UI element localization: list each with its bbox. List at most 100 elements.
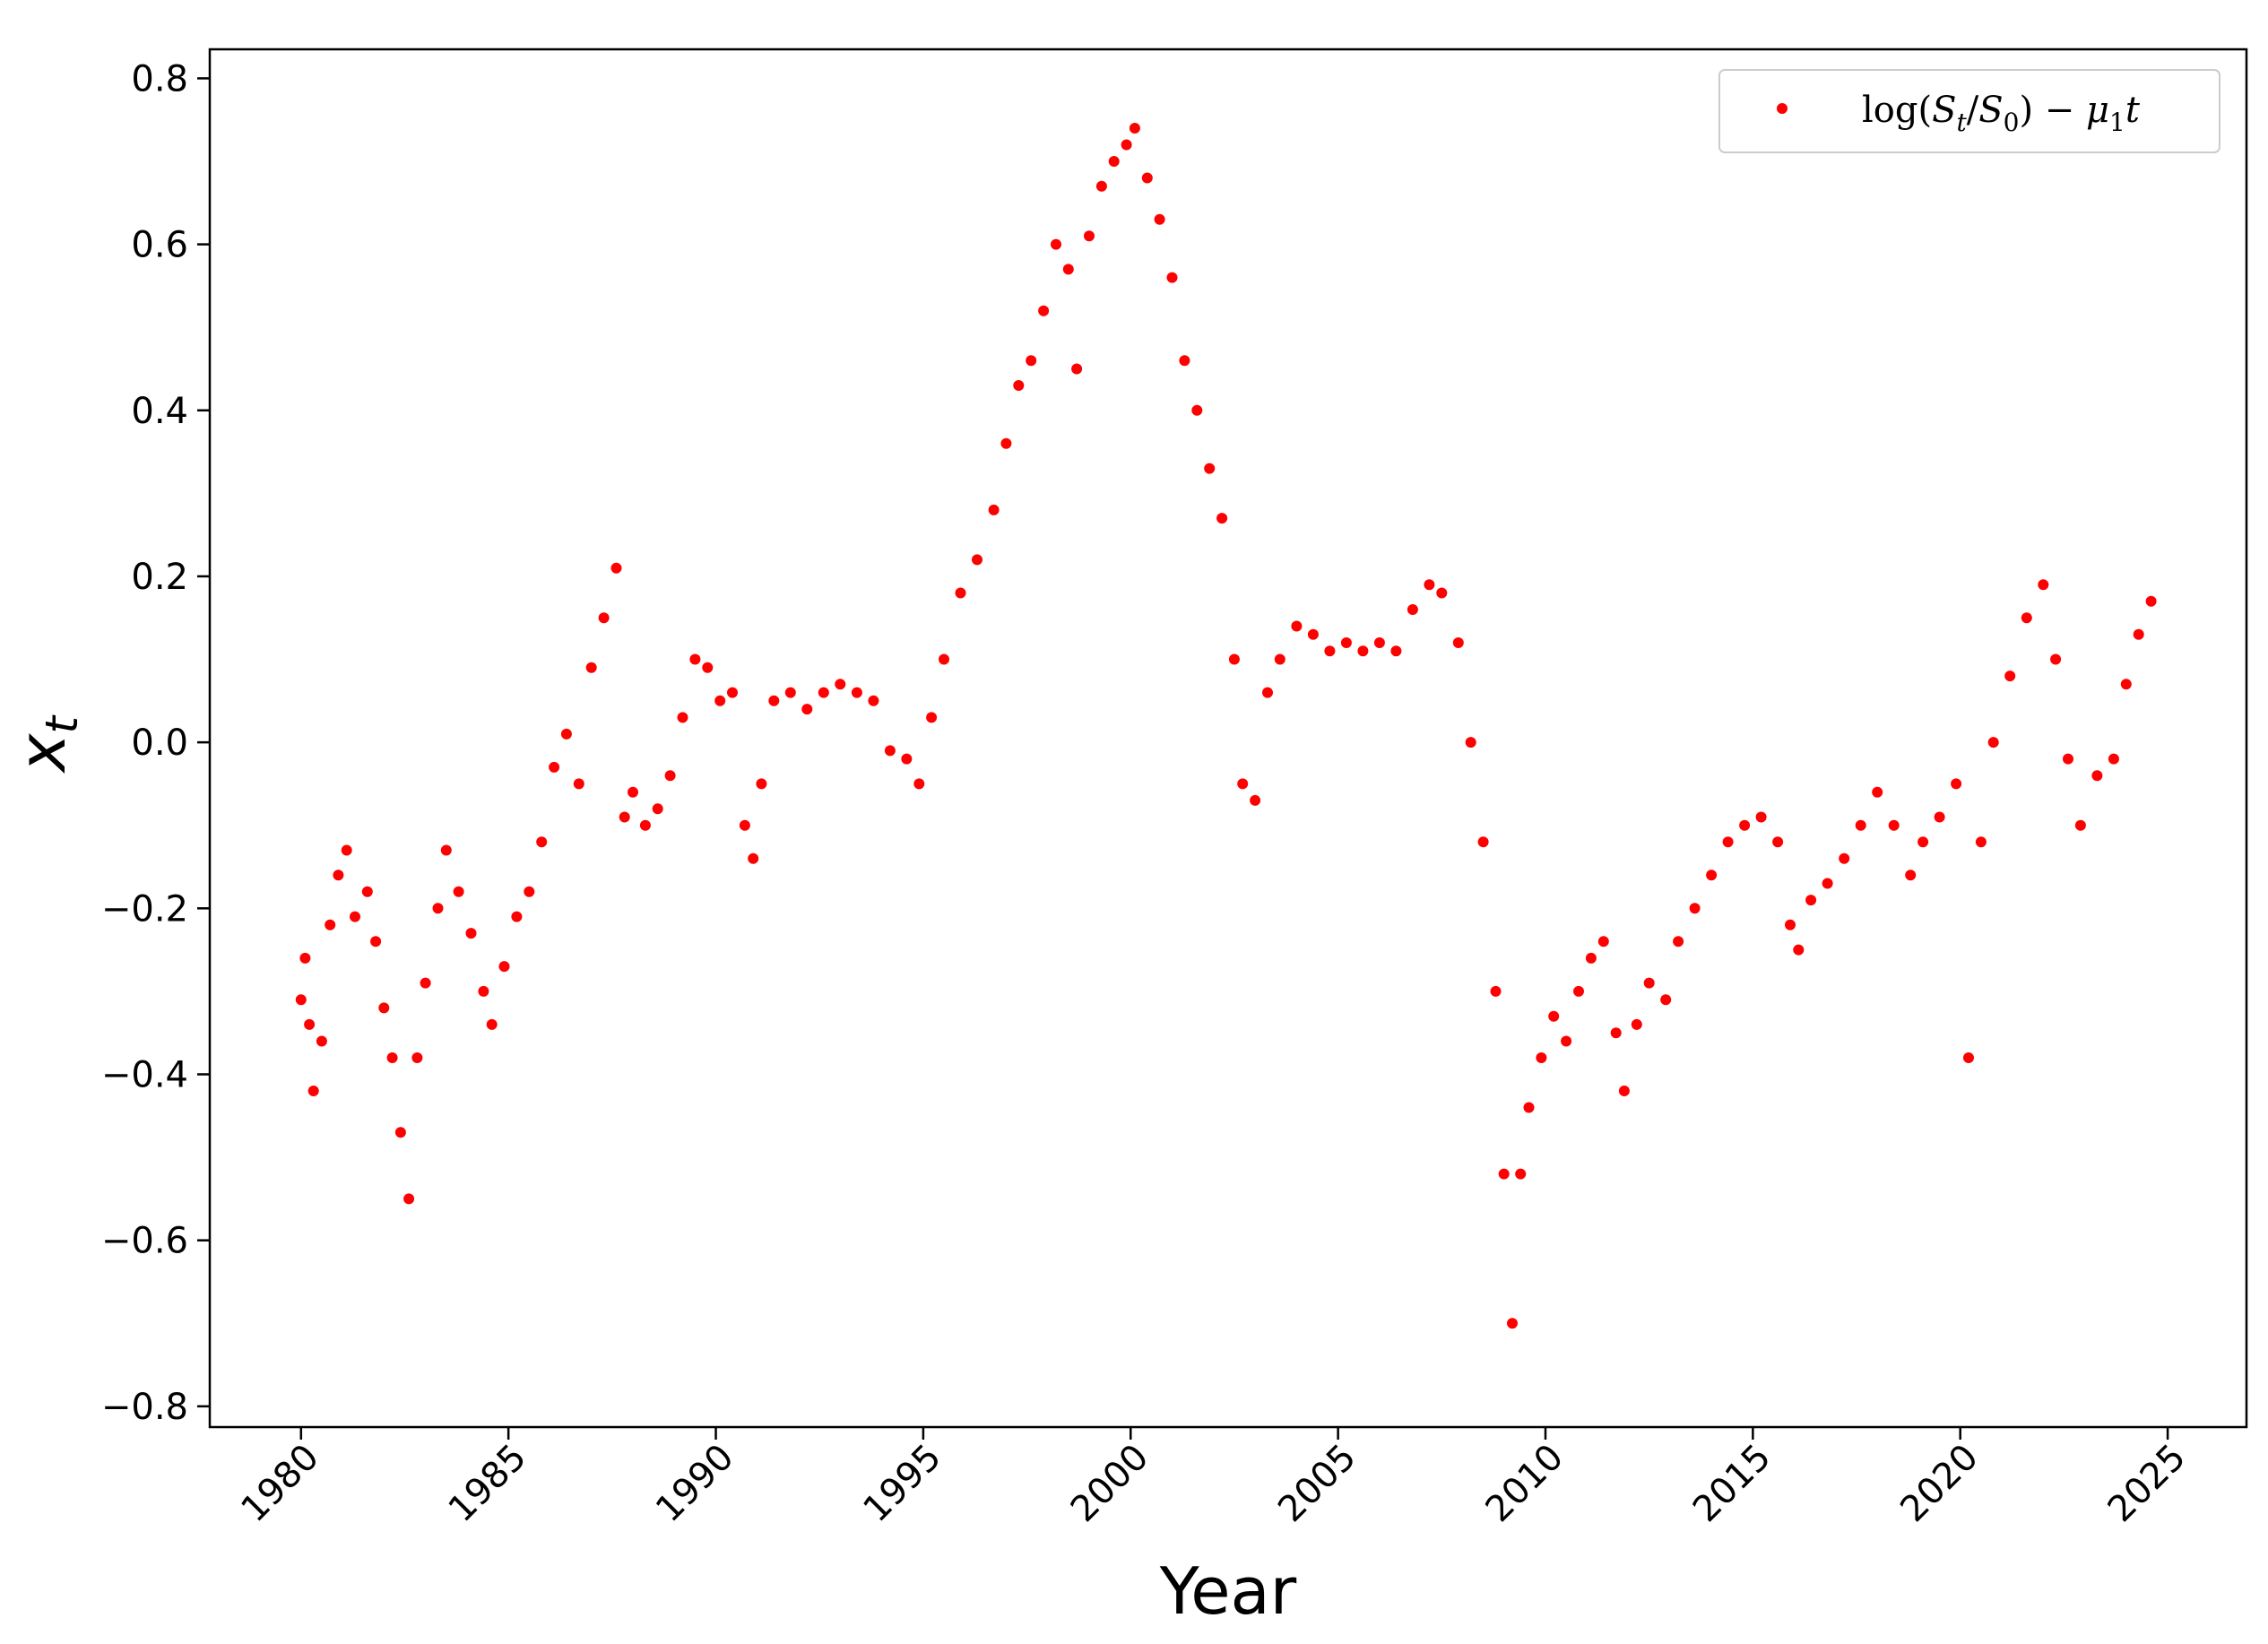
y-axis: 0.8 0.6 0.4 0.2 0.0 −0.2 −0.4 −0.6 −0.8 bbox=[101, 58, 210, 1428]
y-tick-label: −0.2 bbox=[101, 888, 188, 930]
data-point bbox=[1785, 919, 1796, 930]
data-point bbox=[768, 695, 780, 706]
data-point bbox=[1204, 463, 1216, 474]
data-point bbox=[739, 819, 750, 831]
data-point bbox=[1340, 637, 1352, 648]
data-point bbox=[1673, 936, 1684, 947]
data-point bbox=[1000, 437, 1012, 449]
data-point bbox=[560, 728, 572, 740]
legend-box bbox=[1718, 69, 2220, 153]
data-point bbox=[1905, 870, 1917, 881]
data-point bbox=[1975, 836, 1987, 848]
data-point bbox=[1548, 1010, 1560, 1022]
data-point bbox=[1888, 819, 1900, 831]
data-point bbox=[1108, 156, 1120, 167]
y-tick-label: 0.4 bbox=[131, 391, 188, 432]
data-point bbox=[1987, 737, 1999, 748]
data-point bbox=[1062, 264, 1074, 275]
data-point bbox=[1963, 1052, 1974, 1063]
data-point bbox=[1523, 1102, 1535, 1113]
data-point bbox=[361, 886, 373, 897]
data-point bbox=[432, 903, 444, 914]
x-tick-label: 2025 bbox=[2100, 1437, 2194, 1531]
data-point bbox=[453, 886, 464, 897]
data-point bbox=[1436, 587, 1448, 599]
data-point bbox=[2074, 819, 2086, 831]
data-point bbox=[2021, 612, 2032, 624]
data-point bbox=[1722, 836, 1734, 848]
data-point bbox=[585, 662, 597, 673]
data-point bbox=[901, 753, 913, 765]
data-point bbox=[1660, 994, 1672, 1006]
data-point bbox=[610, 562, 622, 574]
data-point bbox=[299, 952, 311, 964]
x-tick-label: 2010 bbox=[1478, 1437, 1572, 1531]
data-point bbox=[1373, 637, 1385, 648]
y-axis-title-main: x bbox=[4, 732, 80, 774]
y-tick-label: −0.4 bbox=[101, 1054, 188, 1095]
data-point bbox=[851, 687, 862, 698]
data-point bbox=[714, 695, 726, 706]
data-point bbox=[955, 587, 966, 599]
data-point bbox=[1307, 628, 1319, 640]
data-point bbox=[325, 919, 336, 930]
data-point bbox=[835, 679, 846, 690]
data-point bbox=[2004, 671, 2016, 682]
data-point bbox=[370, 936, 382, 947]
data-point bbox=[926, 712, 938, 723]
data-point bbox=[1228, 653, 1240, 665]
data-point bbox=[2091, 770, 2103, 782]
data-point bbox=[1739, 819, 1751, 831]
data-point bbox=[972, 554, 983, 566]
data-point bbox=[394, 1127, 406, 1138]
data-point bbox=[1706, 870, 1718, 881]
data-point bbox=[1237, 778, 1249, 790]
x-tick-label: 2005 bbox=[1270, 1437, 1364, 1531]
data-point bbox=[868, 695, 879, 706]
data-point bbox=[573, 778, 584, 790]
data-point bbox=[1026, 355, 1037, 367]
data-point bbox=[1643, 977, 1655, 989]
data-point bbox=[1390, 645, 1402, 657]
data-point bbox=[818, 687, 829, 698]
data-point bbox=[1216, 513, 1228, 524]
data-point bbox=[295, 994, 307, 1006]
y-tick-label: 0.0 bbox=[131, 722, 188, 764]
data-point bbox=[1250, 794, 1261, 806]
data-point bbox=[524, 886, 535, 897]
data-point bbox=[1917, 836, 1929, 848]
data-point bbox=[756, 778, 767, 790]
x-tick-label: 1995 bbox=[855, 1437, 949, 1531]
data-point bbox=[1179, 355, 1190, 367]
data-point bbox=[1855, 819, 1866, 831]
data-point bbox=[1610, 1027, 1622, 1039]
data-point bbox=[939, 653, 949, 665]
y-tick-label: 0.8 bbox=[131, 58, 188, 100]
data-point bbox=[1755, 811, 1767, 823]
data-point bbox=[598, 612, 610, 624]
data-point bbox=[1951, 778, 1962, 790]
data-point bbox=[1498, 1168, 1510, 1180]
data-point bbox=[1407, 604, 1418, 615]
data-point bbox=[1477, 836, 1489, 848]
data-point bbox=[1324, 645, 1336, 657]
data-point bbox=[1839, 852, 1850, 864]
data-point bbox=[702, 662, 714, 673]
x-axis-title: Year bbox=[1159, 1553, 1297, 1629]
y-tick-label: −0.8 bbox=[101, 1387, 188, 1428]
data-point bbox=[386, 1052, 398, 1063]
data-point bbox=[727, 687, 738, 698]
x-tick-label: 1985 bbox=[441, 1437, 535, 1531]
x-tick-label: 1990 bbox=[648, 1437, 742, 1531]
data-point bbox=[350, 911, 360, 922]
legend-marker bbox=[1777, 103, 1788, 114]
data-point bbox=[677, 712, 688, 723]
legend: log(St/S0) − μ1t bbox=[1718, 69, 2220, 153]
data-point bbox=[486, 1018, 498, 1030]
data-point bbox=[1084, 230, 1095, 242]
data-point bbox=[549, 761, 560, 773]
data-point bbox=[1822, 878, 1833, 889]
data-point bbox=[639, 819, 651, 831]
data-point bbox=[1872, 786, 1883, 798]
data-point bbox=[465, 928, 477, 939]
